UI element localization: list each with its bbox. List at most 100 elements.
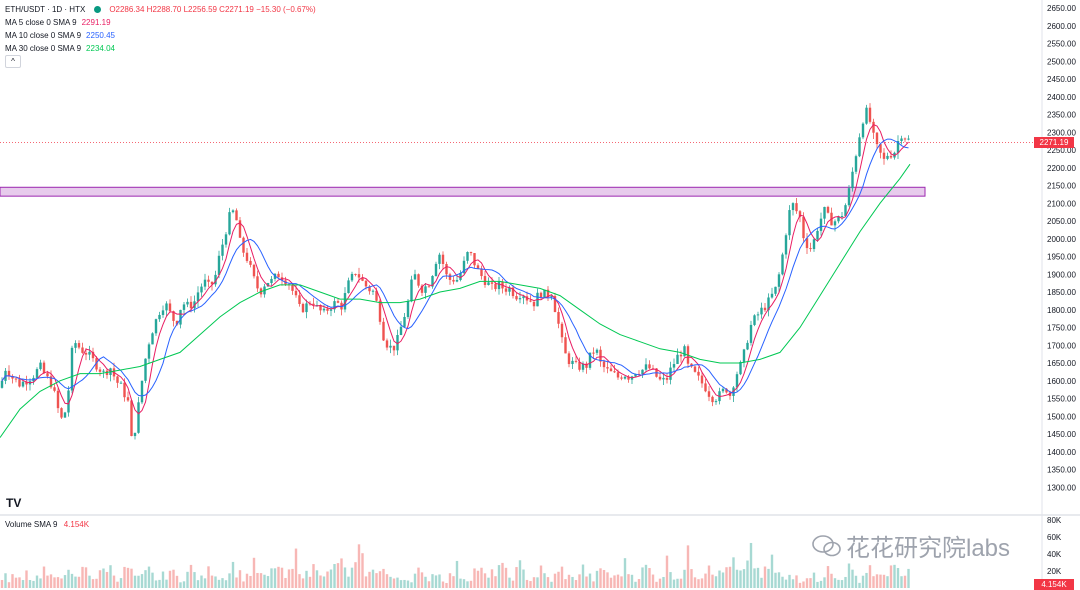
price-tick-label: 2200.00 <box>1047 164 1076 173</box>
candle-body <box>144 358 147 381</box>
volume-bar <box>525 579 529 588</box>
candle-body <box>550 296 553 298</box>
volume-bar <box>151 572 154 588</box>
volume-bar <box>231 561 235 588</box>
candle-body <box>669 367 672 380</box>
candle-body <box>627 376 630 380</box>
ma10-legend[interactable]: MA 10 close 0 SMA 9 2250.45 <box>5 29 316 42</box>
volume-legend[interactable]: Volume SMA 9 4.154K <box>5 520 89 529</box>
candle-body <box>123 382 126 398</box>
candle-body <box>350 273 354 281</box>
candle-body <box>175 320 179 325</box>
price-tick-label: 2350.00 <box>1047 111 1076 120</box>
tradingview-logo-icon[interactable]: TV <box>6 496 22 510</box>
candle-body <box>756 314 760 316</box>
candle-body <box>158 314 161 320</box>
candle-body <box>126 397 130 401</box>
volume-bar <box>606 572 609 588</box>
candle-body <box>844 205 847 216</box>
volume-bar <box>574 580 578 588</box>
collapse-legend-button[interactable]: ^ <box>5 55 21 68</box>
volume-value: 4.154K <box>63 520 90 529</box>
volume-bar <box>140 574 144 588</box>
candle-body <box>165 303 168 311</box>
candle-body <box>760 307 763 315</box>
candle-body <box>574 360 578 362</box>
volume-bar <box>665 555 669 588</box>
volume-bar <box>11 574 14 588</box>
volume-bar <box>441 581 445 588</box>
volume-bar <box>81 566 84 588</box>
resistance-zone[interactable] <box>0 186 926 197</box>
candle-body <box>644 364 648 370</box>
volume-bar <box>88 575 91 588</box>
volume-bar <box>854 575 858 588</box>
volume-bar <box>333 564 336 588</box>
volume-bar <box>529 581 532 588</box>
candle-body <box>697 371 700 376</box>
candle-body <box>431 276 434 287</box>
candle-body <box>357 274 361 278</box>
volume-bar <box>448 573 452 588</box>
ma10-value: 2250.45 <box>86 31 115 40</box>
volume-bar <box>291 568 294 588</box>
volume-bar <box>14 577 18 588</box>
candle-body <box>896 140 900 153</box>
volume-bar <box>501 562 504 588</box>
volume-bar <box>385 574 389 588</box>
candle-body <box>497 281 501 290</box>
volume-bar <box>816 581 819 588</box>
volume-bar <box>809 578 812 588</box>
candle-body <box>63 412 67 418</box>
volume-bar <box>357 544 361 588</box>
volume-tick-label: 40K <box>1047 550 1062 559</box>
candle-body <box>438 254 441 264</box>
price-tick-label: 1400.00 <box>1047 448 1076 457</box>
volume-bar <box>84 567 88 588</box>
volume-bar <box>749 542 753 588</box>
volume-bar <box>322 576 326 588</box>
candle-body <box>298 295 301 304</box>
candle-body <box>326 308 329 311</box>
volume-bar <box>182 581 186 588</box>
volume-bar <box>154 580 158 588</box>
volume-bar <box>861 575 865 588</box>
volume-bar <box>504 567 508 588</box>
candle-body <box>21 381 25 387</box>
volume-bar <box>613 575 616 588</box>
candle-body <box>518 298 522 300</box>
volume-bar <box>392 578 396 588</box>
candle-body <box>879 144 882 153</box>
volume-tick-label: 60K <box>1047 533 1062 542</box>
price-tick-label: 2450.00 <box>1047 75 1076 84</box>
candle-body <box>483 276 487 285</box>
candle-body <box>46 373 49 377</box>
volume-bar <box>686 545 690 588</box>
volume-bar <box>557 571 560 588</box>
volume-bar <box>480 567 483 588</box>
volume-bar <box>690 569 693 588</box>
price-tick-label: 2250.00 <box>1047 146 1076 155</box>
candle-body <box>137 402 140 433</box>
volume-bar <box>91 579 95 588</box>
ma30-legend[interactable]: MA 30 close 0 SMA 9 2234.04 <box>5 42 316 55</box>
candle-body <box>116 376 119 383</box>
ma5-legend[interactable]: MA 5 close 0 SMA 9 2291.19 <box>5 16 316 29</box>
price-tick-label: 2300.00 <box>1047 128 1076 137</box>
symbol-label[interactable]: ETH/USDT · 1D · HTX <box>5 5 86 14</box>
candle-body <box>532 301 536 307</box>
candle-body <box>508 287 511 292</box>
volume-bar <box>858 582 861 588</box>
candle-body <box>312 303 315 306</box>
candle-body <box>53 387 56 391</box>
volume-bar <box>683 569 686 588</box>
candle-body <box>480 268 483 277</box>
candle-body <box>420 285 424 293</box>
volume-bar <box>777 572 781 588</box>
volume-bar <box>287 569 291 588</box>
volume-bar <box>305 570 308 588</box>
price-tick-label: 2000.00 <box>1047 235 1076 244</box>
candle-body <box>242 237 245 253</box>
candle-body <box>515 296 518 300</box>
